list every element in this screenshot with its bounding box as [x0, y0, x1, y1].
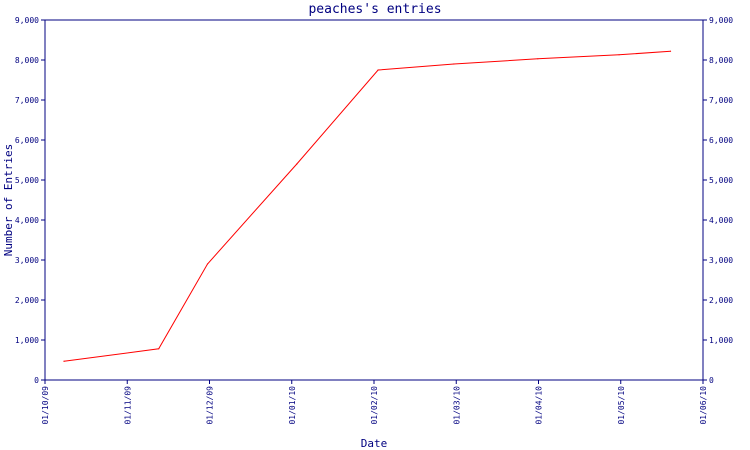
- series-line: [63, 50, 671, 362]
- y-tick-label-left: 2,000: [15, 296, 39, 305]
- y-axis-label: Number of Entries: [2, 144, 15, 257]
- y-axis-right: 0 1,000 2,000 3,000 4,000 5,000 6,000 7,000 8,00…: [703, 16, 733, 385]
- series-layer: [63, 50, 672, 362]
- y-tick-label-right: 2,000: [709, 296, 733, 305]
- x-tick-label: 01/12/09: [206, 386, 215, 425]
- x-tick-label: 01/06/10: [699, 386, 708, 425]
- y-tick-label-right: 7,000: [709, 96, 733, 105]
- y-tick-label-right: 6,000: [709, 136, 733, 145]
- y-tick-label-right: 8,000: [709, 56, 733, 65]
- y-tick-label-left: 9,000: [15, 16, 39, 25]
- x-tick-label: 01/11/09: [123, 386, 132, 425]
- data-point: [63, 360, 65, 362]
- x-tick-label: 01/02/10: [370, 386, 379, 425]
- y-tick-label-left: 3,000: [15, 256, 39, 265]
- x-tick-label: 01/04/10: [535, 386, 544, 425]
- data-point: [537, 58, 539, 60]
- x-axis-label: Date: [361, 437, 388, 450]
- x-tick-label: 01/05/10: [617, 386, 626, 425]
- data-point: [618, 54, 620, 56]
- y-axis-left: 0 1,000 2,000 3,000 4,000 5,000 6,000 7,000 8,00…: [15, 16, 45, 385]
- y-tick-label-right: 4,000: [709, 216, 733, 225]
- y-tick-label-right: 1,000: [709, 336, 733, 345]
- y-tick-label-left: 5,000: [15, 176, 39, 185]
- data-point: [377, 69, 379, 71]
- y-tick-label-left: 0: [34, 376, 39, 385]
- x-tick-label: 01/10/09: [41, 386, 50, 425]
- y-tick-label-left: 4,000: [15, 216, 39, 225]
- y-tick-label-right: 9,000: [709, 16, 733, 25]
- y-tick-label-right: 0: [709, 376, 714, 385]
- y-tick-label-left: 8,000: [15, 56, 39, 65]
- y-tick-label-right: 5,000: [709, 176, 733, 185]
- y-tick-label-left: 7,000: [15, 96, 39, 105]
- data-point: [158, 348, 160, 350]
- x-tick-label: 01/01/10: [288, 386, 297, 425]
- x-axis: 01/10/09 01/11/09 01/12/09 01/01/10 01/02/10…: [41, 380, 708, 425]
- data-point: [296, 163, 298, 165]
- data-point: [669, 50, 672, 52]
- data-point: [206, 263, 209, 265]
- y-tick-label-right: 3,000: [709, 256, 733, 265]
- y-tick-label-left: 1,000: [15, 336, 39, 345]
- chart-title: peaches's entries: [308, 2, 441, 17]
- x-tick-label: 01/03/10: [452, 386, 461, 425]
- data-point: [453, 63, 455, 65]
- y-tick-label-left: 6,000: [15, 136, 39, 145]
